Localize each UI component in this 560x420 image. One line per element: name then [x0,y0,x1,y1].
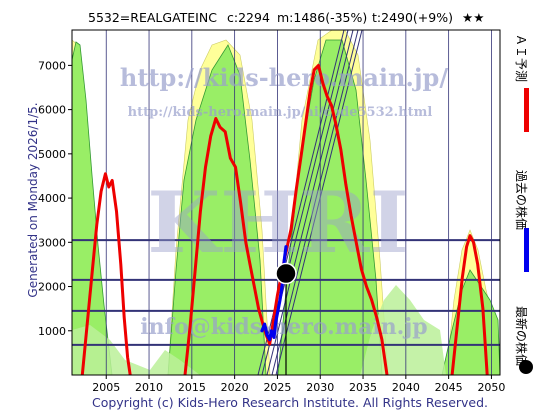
ai-forecast-line [80,172,132,375]
watermark-mail: info@kids-hero.main.jp [140,314,427,340]
watermark-logo: KHRI [147,173,408,272]
header-rating: ★★ [462,10,484,25]
x-tick-label: 2045 [435,381,463,394]
x-axis: 2005 2010 2015 2020 2025 2030 2035 2040 2045 2050 [92,375,505,394]
latest-price-marker [275,262,297,285]
trend-line [266,30,354,375]
ai-forecast-line [450,234,489,375]
y-tick-label: 5000 [38,148,66,161]
legend-latest-price-marker [519,360,533,374]
header-current-price: c:2294 [227,10,270,25]
copyright: Copyright (c) Kids-Hero Research Institu… [92,395,488,410]
header-min-price: m:1486(-35%) [277,10,367,25]
x-tick-label: 2040 [392,381,420,394]
watermark-url: http://kids-hero.main.jp/ [120,63,448,92]
x-tick-label: 2050 [477,381,505,394]
x-tick-label: 2020 [221,381,249,394]
x-tick-label: 2015 [178,381,206,394]
generated-date: Generated on Monday 2026/1/5. [26,102,40,297]
plot-frame [71,29,501,376]
y-axis: 1000 2000 3000 4000 5000 6000 7000 [38,59,72,338]
header-target-price: t:2490(+9%) [372,10,453,25]
legend-past-price-swatch [524,228,529,272]
x-tick-label: 2005 [92,381,120,394]
y-tick-label: 6000 [38,104,66,117]
y-tick-label: 2000 [38,281,66,294]
y-tick-label: 7000 [38,59,66,72]
x-tick-label: 2035 [349,381,377,394]
watermark-page-url: http://kids-hero.main.jp/ai/code5532.htm… [128,105,433,120]
trend-line [275,30,363,375]
legend-latest-price-label: 最新の株価 [514,306,529,366]
x-tick-label: 2025 [263,381,291,394]
x-tick-label: 2030 [306,381,334,394]
ai-forecast-line [183,63,389,375]
green-band [72,39,500,375]
legend-ai-forecast-label: ＡＩ予測 [514,34,528,82]
light-green-hills [72,285,446,375]
y-tick-label: 3000 [38,236,66,249]
legend: ＡＩ予測 過去の株価 最新の株価 [514,34,533,374]
forecast-bands [72,30,500,375]
trend-line [257,30,345,375]
header-ticker: 5532=REALGATEINC [88,10,217,25]
y-tick-label: 1000 [38,325,66,338]
x-tick-label: 2010 [135,381,163,394]
legend-ai-forecast-swatch [524,88,529,132]
y-tick-label: 4000 [38,192,66,205]
legend-past-price-label: 過去の株価 [514,170,529,230]
